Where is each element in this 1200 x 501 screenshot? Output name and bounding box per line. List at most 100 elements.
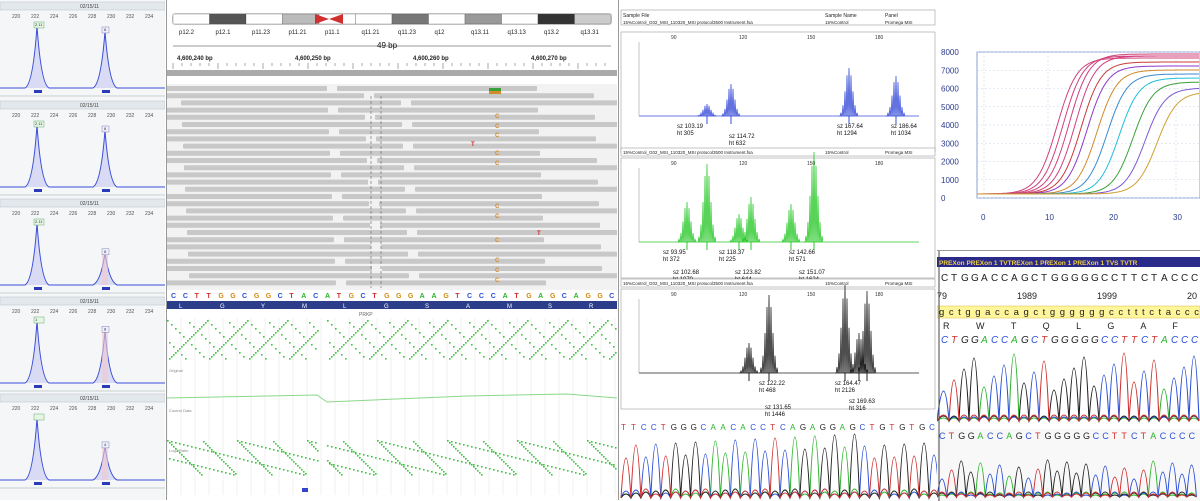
cnv-point bbox=[611, 464, 613, 466]
cnv-point bbox=[251, 324, 253, 326]
cnv-point bbox=[453, 354, 455, 356]
reference-base: G bbox=[526, 293, 532, 300]
cnv-point bbox=[471, 344, 473, 346]
cnv-point bbox=[501, 346, 503, 348]
cnv-point bbox=[327, 445, 329, 447]
capillary-panel: 15%Control_G02_MSI_110320_MSI protocol35… bbox=[620, 278, 936, 436]
cnv-point bbox=[513, 474, 515, 476]
cnv-point bbox=[381, 346, 383, 348]
cnv-point bbox=[385, 342, 387, 344]
cnv-point bbox=[299, 467, 301, 469]
cnv-point bbox=[225, 472, 227, 474]
left-mini-panel: 02/15/11 220 222 224 226 228 230 232 234 2.11 8 bbox=[0, 1, 165, 97]
cnv-point bbox=[447, 320, 449, 322]
cnv-point bbox=[445, 457, 447, 459]
cnv-point bbox=[543, 464, 545, 466]
amp-y-tick: 3000 bbox=[941, 139, 959, 148]
left-mini-panel: 02/15/11 220 222 224 226 228 230 232 234 2.11 8 bbox=[0, 100, 165, 196]
cnv-point bbox=[579, 332, 581, 334]
cnv-point bbox=[449, 358, 451, 360]
cnv-point bbox=[395, 462, 397, 464]
cnv-point bbox=[263, 464, 265, 466]
cnv-point bbox=[343, 336, 345, 338]
cnv-point bbox=[277, 330, 279, 332]
cnv-point bbox=[199, 328, 201, 330]
cnv-point bbox=[535, 458, 537, 460]
sanger-bottom-base: C bbox=[1189, 431, 1196, 441]
cnv-point bbox=[399, 462, 401, 464]
cnv-point bbox=[309, 458, 311, 460]
capillary-axis-tick: 90 bbox=[671, 35, 677, 41]
cnv-point bbox=[281, 451, 283, 453]
cnv-point bbox=[379, 442, 381, 444]
capillary-peak bbox=[739, 342, 759, 374]
cnv-point bbox=[305, 457, 307, 459]
cnv-point bbox=[529, 452, 531, 454]
cnv-point bbox=[275, 467, 277, 469]
cnv-point bbox=[391, 454, 393, 456]
amino-acid-label: S bbox=[425, 304, 429, 310]
cnv-point bbox=[273, 334, 275, 336]
mini-panel-allele-bar bbox=[34, 482, 42, 485]
sanger-ref-base: C bbox=[1031, 273, 1038, 284]
sanger-bottom-base: C bbox=[939, 431, 946, 441]
sanger-ref-base: C bbox=[1001, 273, 1008, 284]
aligned-read bbox=[411, 100, 617, 106]
cnv-point bbox=[381, 441, 383, 443]
cnv-point bbox=[581, 354, 583, 356]
cnv-point bbox=[241, 334, 243, 336]
cnv-point bbox=[517, 330, 519, 332]
cnv-point bbox=[355, 453, 357, 455]
cnv-point bbox=[453, 346, 455, 348]
cnv-point bbox=[565, 338, 567, 340]
cnv-point bbox=[255, 352, 257, 354]
cnv-point bbox=[201, 466, 203, 468]
sanger-bottom-base: C bbox=[1025, 431, 1032, 441]
cnv-point bbox=[615, 468, 617, 470]
ideogram-band-label: p11.21 bbox=[289, 30, 308, 36]
cnv-point bbox=[415, 352, 417, 354]
capillary-panel: 15%Control_G02_MSI_110320_MSI protocol35… bbox=[620, 147, 936, 283]
cnv-point bbox=[233, 334, 235, 336]
cnv-point bbox=[565, 452, 567, 454]
ideogram-band bbox=[501, 13, 539, 25]
cnv-point bbox=[457, 460, 459, 462]
cnv-point bbox=[401, 464, 403, 466]
cnv-point bbox=[595, 442, 597, 444]
cnv-point bbox=[511, 336, 513, 338]
cnv-point bbox=[227, 465, 229, 467]
cnv-point bbox=[307, 440, 309, 442]
cnv-point bbox=[397, 330, 399, 332]
cnv-point bbox=[185, 342, 187, 344]
mini-panel-title: 02/15/11 bbox=[80, 299, 99, 305]
cnv-point bbox=[573, 454, 575, 456]
cnv-point bbox=[549, 472, 551, 474]
sanger-colored-base: C bbox=[1111, 335, 1119, 346]
left-mini-panel: 02/15/11 220 222 224 226 228 230 232 234 4 bbox=[0, 393, 165, 489]
cnv-point bbox=[513, 471, 515, 473]
mini-panel-tick: 226 bbox=[69, 309, 78, 315]
cnv-point bbox=[337, 465, 339, 467]
peak-label: 8 bbox=[104, 326, 107, 331]
amino-acid-label: G bbox=[220, 304, 225, 310]
cnv-point bbox=[553, 441, 555, 443]
capillary-peak bbox=[781, 203, 801, 243]
amp-y-tick: 2000 bbox=[941, 158, 959, 167]
amino-acid-label: A bbox=[466, 304, 470, 310]
cnv-point bbox=[257, 445, 259, 447]
cnv-point bbox=[273, 326, 275, 328]
cnv-point bbox=[559, 328, 561, 330]
cnv-point bbox=[433, 454, 435, 456]
cnv-point bbox=[199, 352, 201, 354]
sanger-colored-base: C bbox=[991, 335, 999, 346]
sanger-colored-base: G bbox=[1021, 335, 1029, 346]
cnv-point bbox=[433, 334, 435, 336]
cnv-point bbox=[607, 460, 609, 462]
ideogram-band-label: p12.1 bbox=[216, 30, 232, 36]
cnv-point bbox=[189, 462, 191, 464]
cnv-point bbox=[525, 442, 527, 444]
cnv-point bbox=[265, 342, 267, 344]
panel-value: Promega MSI bbox=[885, 150, 913, 155]
cnv-point bbox=[395, 348, 397, 350]
reference-base: G bbox=[230, 293, 236, 300]
